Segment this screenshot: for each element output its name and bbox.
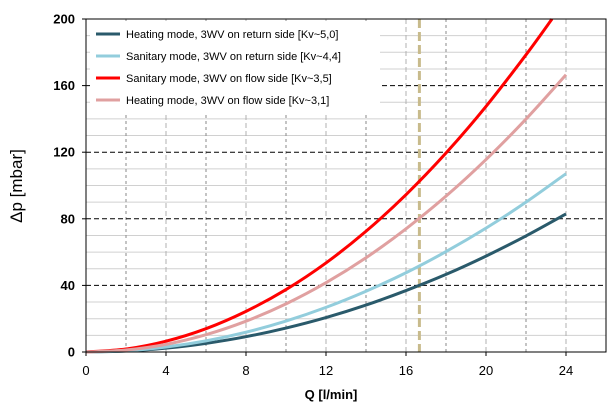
x-tick-label: 24: [559, 363, 573, 378]
x-tick-label: 4: [162, 363, 169, 378]
y-tick-label: 160: [53, 78, 75, 93]
legend-label: Heating mode, 3WV on return side [Kv~5,0…: [126, 29, 338, 41]
series-lines: [85, 18, 568, 354]
x-tick-label: 8: [242, 363, 249, 378]
y-tick-label: 200: [53, 12, 75, 27]
plot-border: [85, 18, 607, 353]
x-axis-title: Q [l/min]: [305, 387, 358, 402]
plot-frame: [85, 18, 607, 353]
legend-items: Heating mode, 3WV on return side [Kv~5,0…: [96, 29, 341, 107]
y-tick-label: 120: [53, 145, 75, 160]
x-tick-label: 20: [479, 363, 493, 378]
legend: [90, 21, 380, 115]
y-tick-labels: 0 40 80 120 160 200: [53, 12, 86, 360]
legend-label: Heating mode, 3WV on flow side [Kv~3,1]: [126, 95, 329, 107]
x-tick-label: 16: [399, 363, 413, 378]
legend-label: Sanitary mode, 3WV on return side [Kv~4,…: [126, 51, 341, 63]
x-tick-label: 0: [82, 363, 89, 378]
y-tick-label: 0: [68, 345, 75, 360]
y-tick-label: 80: [61, 211, 75, 226]
series-line-2: [85, 172, 567, 354]
y-axis-title: Δp [mbar]: [7, 149, 26, 223]
x-tick-label: 12: [319, 363, 333, 378]
series-line-4: [85, 73, 568, 354]
x-tick-labels: 0 4 8 12 16 20 24: [82, 352, 573, 378]
y-tick-label: 40: [61, 278, 75, 293]
series-line-3: [85, 18, 554, 354]
legend-label: Sanitary mode, 3WV on flow side [Kv~3,5]: [126, 73, 332, 85]
